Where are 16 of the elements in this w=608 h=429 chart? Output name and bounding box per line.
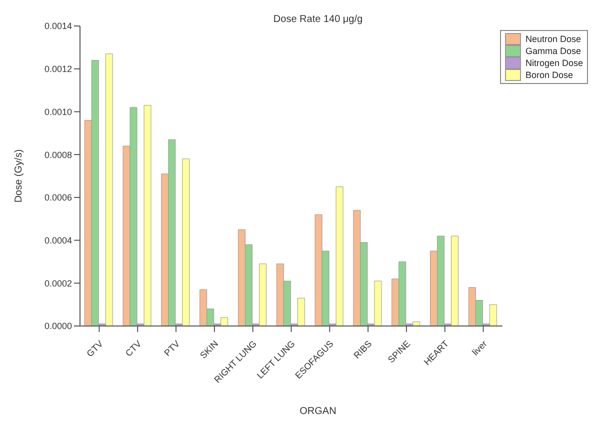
legend-label: Nitrogen Dose [525,58,583,68]
y-tick-label: 0.0008 [44,150,72,160]
y-tick-label: 0.0010 [44,106,72,117]
x-axis-title: ORGAN [298,406,338,417]
x-tick-label: liver [470,338,489,358]
chart-title: Dose Rate 140 μg/g [272,14,364,25]
y-tick-label: 0.0006 [44,192,72,203]
y-tick-label: 0.0002 [44,278,72,288]
y-tick-label: 0.0000 [44,321,72,332]
y-axis-title: Dose (Gy/s) [14,149,25,203]
legend-label: Neutron Dose [525,34,581,44]
legend-label: Gamma Dose [525,46,581,56]
y-tick-label: 0.0014 [44,21,72,32]
y-tick-label: 0.0012 [44,64,72,74]
y-tick-label: 0.0004 [44,235,72,246]
legend-label: Boron Dose [525,70,573,80]
